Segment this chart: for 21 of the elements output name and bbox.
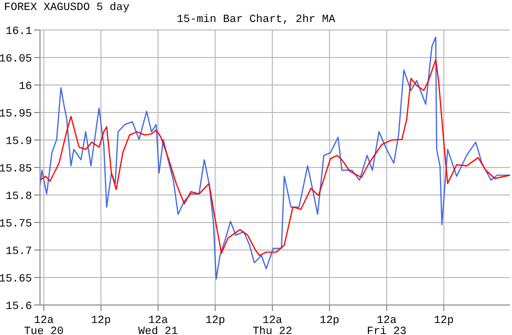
y-tick-label: 15.9 [6, 136, 32, 148]
y-tick-label: 16.05 [0, 53, 32, 66]
x-tick-label: 12a Wed 21 [138, 315, 178, 335]
y-tick-label: 15.95 [0, 108, 32, 120]
x-tick-label: 12a Thu 22 [252, 315, 292, 335]
x-tick-label: 12a Fri 23 [366, 315, 406, 335]
y-tick-label: 15.8 [6, 190, 32, 203]
y-tick-label: 15.65 [0, 273, 32, 286]
y-tick-label: 16.1 [6, 26, 32, 38]
x-tick-label: 12p [91, 315, 111, 327]
x-tick-label: 12a Tue 20 [24, 315, 64, 335]
y-tick-label: 16 [18, 80, 32, 93]
y-tick-label: 15.85 [0, 163, 32, 176]
x-tick-label: 12p [205, 315, 226, 327]
x-tick-label: 12p [320, 315, 340, 327]
y-tick-label: 15.6 [6, 300, 32, 313]
y-tick-label: 15.75 [0, 218, 32, 230]
chart-title: 15-min Bar Chart, 2hr MA [176, 14, 336, 26]
x-tick-label: 12p [434, 315, 454, 327]
chart-subtitle: FOREX XAGUSDO 5 day [4, 2, 130, 14]
y-tick-label: 15.7 [6, 246, 32, 258]
